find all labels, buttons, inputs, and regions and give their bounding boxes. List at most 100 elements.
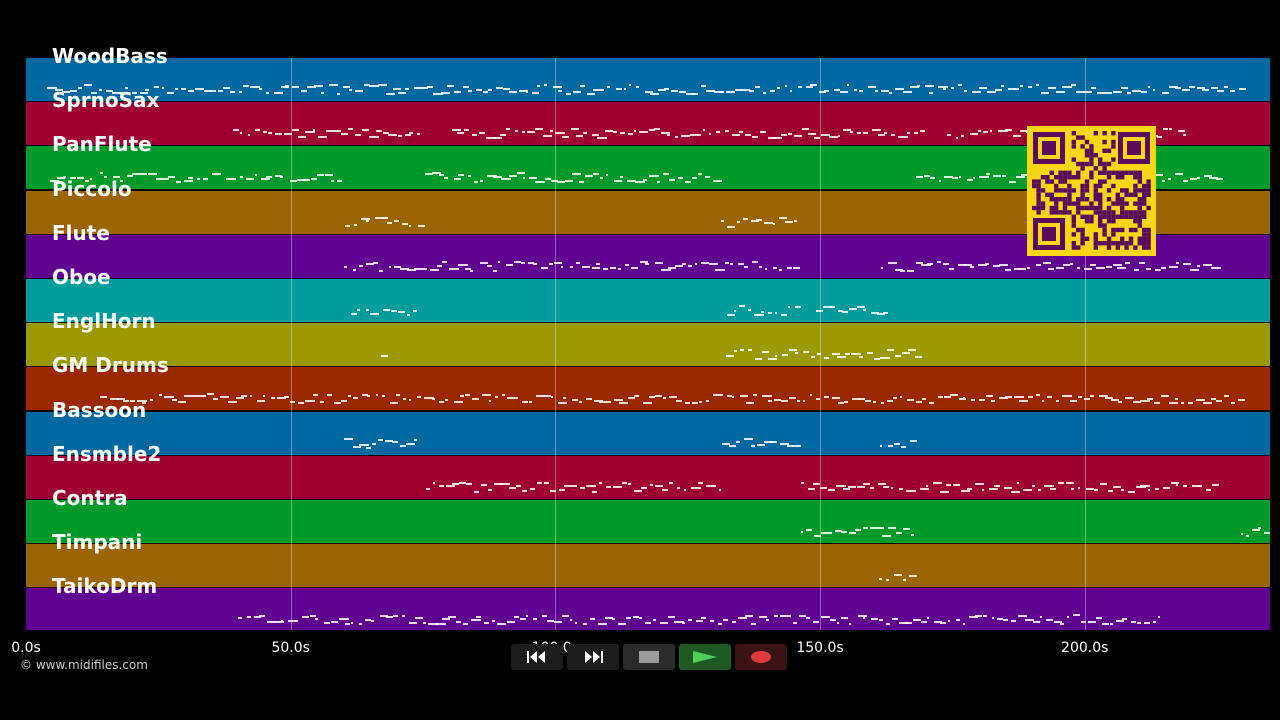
- midi-note: [993, 264, 1000, 267]
- midi-note: [1067, 616, 1070, 618]
- track-label: Bassoon: [52, 397, 147, 422]
- midi-note: [800, 530, 803, 533]
- fast-forward-icon: [585, 651, 603, 663]
- midi-note: [1097, 91, 1107, 94]
- midi-note: [759, 615, 768, 618]
- midi-note: [1216, 178, 1224, 180]
- midi-note: [691, 176, 698, 179]
- midi-note: [795, 352, 798, 354]
- midi-note: [912, 618, 921, 621]
- midi-note: [900, 269, 905, 272]
- midi-note: [422, 622, 427, 625]
- midi-note: [905, 490, 911, 493]
- play-button[interactable]: [679, 644, 731, 670]
- stop-button[interactable]: [623, 644, 675, 670]
- midi-note: [893, 397, 897, 400]
- midi-note: [606, 485, 612, 488]
- midi-note: [678, 177, 684, 180]
- midi-note: [432, 172, 441, 175]
- midi-note: [876, 313, 886, 316]
- track-lane: [26, 367, 1270, 411]
- midi-note: [1237, 399, 1246, 402]
- midi-note: [1108, 490, 1113, 493]
- midi-note: [1002, 618, 1009, 621]
- midi-note: [683, 488, 687, 491]
- midi-note: [1047, 396, 1053, 399]
- midi-note: [847, 486, 857, 489]
- midi-note: [859, 356, 863, 359]
- midi-note: [952, 176, 959, 179]
- midi-note: [815, 397, 820, 400]
- midi-note: [640, 261, 649, 264]
- midi-note: [848, 307, 857, 310]
- midi-note: [654, 262, 663, 265]
- midi-note: [1140, 399, 1150, 402]
- midi-note: [938, 179, 942, 182]
- midi-note: [544, 84, 547, 87]
- midi-note: [542, 615, 548, 618]
- midi-note: [834, 529, 842, 532]
- midi-note: [759, 266, 762, 269]
- midi-note: [734, 88, 743, 91]
- midi-note: [320, 401, 325, 404]
- midi-note: [928, 92, 934, 95]
- midi-note: [1062, 263, 1070, 266]
- midi-note: [265, 92, 269, 95]
- midi-note: [634, 394, 640, 397]
- midi-note: [393, 614, 398, 617]
- midi-note: [1080, 620, 1087, 623]
- midi-note: [361, 128, 370, 131]
- midi-note: [837, 309, 843, 312]
- midi-note: [369, 85, 379, 88]
- midi-note: [698, 400, 702, 403]
- midi-note: [1084, 398, 1091, 401]
- midi-note: [598, 400, 608, 403]
- midi-note: [409, 398, 412, 401]
- midi-note: [979, 87, 987, 90]
- midi-note: [605, 401, 611, 404]
- rewind-button[interactable]: [511, 644, 563, 670]
- midi-note: [963, 89, 967, 92]
- midi-note: [1121, 488, 1124, 491]
- midi-note: [479, 179, 484, 182]
- midi-note: [739, 305, 746, 308]
- midi-note: [1061, 85, 1072, 88]
- midi-note: [578, 400, 582, 403]
- midi-note: [217, 172, 221, 175]
- midi-note: [217, 90, 224, 93]
- midi-note: [631, 266, 639, 269]
- midi-note: [1133, 268, 1139, 271]
- record-button[interactable]: [735, 644, 787, 670]
- midi-note: [375, 130, 383, 133]
- midi-note: [888, 526, 896, 529]
- midi-note: [947, 620, 951, 623]
- midi-note: [275, 133, 283, 136]
- midi-note: [724, 130, 729, 133]
- midi-note: [125, 86, 129, 89]
- midi-note: [139, 173, 148, 176]
- midi-note: [380, 354, 388, 357]
- midi-note: [375, 393, 379, 396]
- midi-note: [348, 395, 351, 398]
- midi-note: [792, 622, 798, 625]
- midi-note: [1175, 398, 1178, 401]
- midi-note: [997, 618, 1004, 621]
- midi-note: [521, 130, 526, 133]
- midi-note: [596, 262, 600, 265]
- midi-note: [174, 87, 178, 90]
- midi-note: [374, 216, 384, 219]
- midi-note: [412, 309, 417, 312]
- midi-note: [570, 128, 580, 131]
- midi-note: [561, 265, 564, 268]
- midi-note: [334, 402, 342, 405]
- midi-note: [753, 393, 758, 396]
- midi-note: [823, 306, 832, 309]
- fast-forward-button[interactable]: [567, 644, 619, 670]
- midi-note: [500, 133, 506, 136]
- midi-note: [1105, 266, 1112, 269]
- midi-note: [1027, 396, 1033, 399]
- midi-note: [991, 399, 996, 402]
- midi-note: [724, 262, 730, 265]
- midi-note: [751, 136, 759, 139]
- midi-note: [1020, 129, 1028, 132]
